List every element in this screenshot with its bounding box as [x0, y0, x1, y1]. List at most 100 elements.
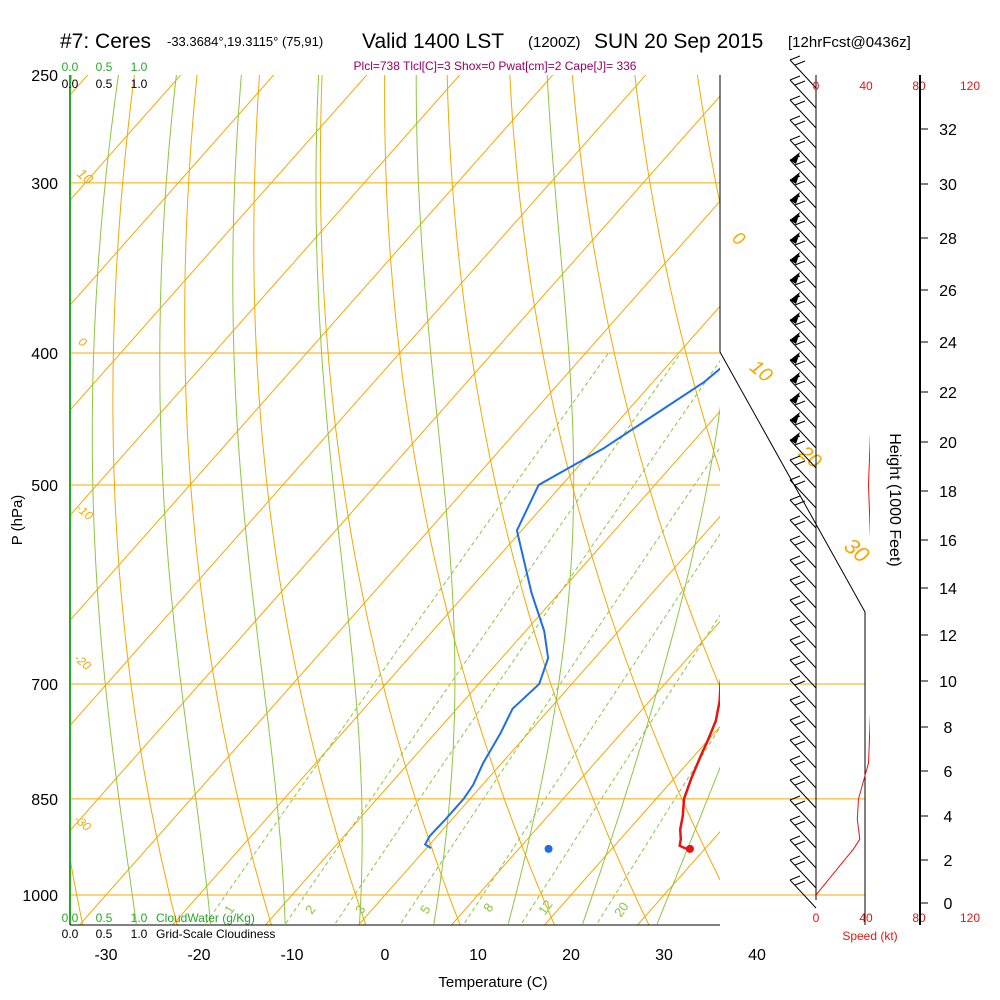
- isotherm: [810, 26, 1000, 941]
- wind-barb: [789, 192, 817, 229]
- forecast-info: [12hrFcst@0436z]: [788, 34, 911, 51]
- y-tick-label: 700: [31, 677, 58, 694]
- wind-barb-feather: [789, 675, 801, 681]
- wind-barb-pennant: [790, 412, 800, 424]
- cloudiness-tick-bottom: 1.0: [131, 927, 148, 941]
- wind-barb-feather: [794, 700, 806, 706]
- wind-barb-shaft: [789, 459, 817, 489]
- wind-barb-feather: [789, 695, 801, 701]
- x-tick-label: 30: [655, 947, 673, 964]
- moist-adiabat: [732, 75, 1000, 924]
- wind-barb-pennant: [790, 372, 800, 384]
- wind-barb: [789, 55, 817, 89]
- wind-barb-feather: [789, 635, 801, 641]
- wind-barb-feather: [794, 540, 806, 546]
- wind-barb-shaft: [789, 739, 817, 769]
- dry-adiabat: [446, 75, 650, 925]
- wind-barb-pennant: [790, 192, 800, 204]
- wind-barb-pennant: [790, 172, 800, 184]
- wind-barb-feather: [794, 740, 806, 746]
- wind-barb: [789, 352, 817, 389]
- wind-barb-feather: [789, 615, 801, 621]
- height-tick-label: 14: [939, 581, 957, 598]
- wind-barb-feather: [794, 320, 806, 326]
- x-tick-label: 10: [469, 947, 487, 964]
- wind-barb-shaft: [789, 879, 817, 909]
- dry-adiabat-label: -20: [71, 651, 94, 673]
- wind-barb-shaft: [789, 339, 817, 369]
- isotherm: [70, 95, 720, 832]
- mixing-ratio-line: [462, 533, 720, 925]
- dry-adiabat: [112, 75, 178, 925]
- wind-barb-shaft: [789, 639, 817, 669]
- wind-barb-pennant: [790, 272, 800, 284]
- y-axis-label: P (hPa): [9, 495, 26, 546]
- wind-barb-shaft: [789, 259, 817, 289]
- wind-barb-shaft: [789, 699, 817, 729]
- cloud-water-tick-top: 1.0: [131, 60, 148, 74]
- wind-barb-feather: [794, 200, 806, 206]
- wind-barb-feather: [789, 515, 801, 521]
- dry-adiabat-label: 10: [74, 165, 96, 187]
- dry-adiabat-label: -10: [73, 501, 96, 523]
- forecast-date: SUN 20 Sep 2015: [594, 30, 763, 53]
- wind-barb-feather: [794, 620, 806, 626]
- wind-barb: [789, 615, 817, 649]
- x-tick-label: 20: [562, 947, 580, 964]
- temperature-line: [678, 678, 720, 851]
- wind-barb-shaft: [789, 579, 817, 609]
- wind-barb: [789, 875, 817, 909]
- wind-barb-feather: [789, 815, 801, 821]
- isotherm: [70, 75, 275, 306]
- wind-barb-feather: [794, 480, 806, 486]
- height-tick-label: 22: [939, 385, 957, 402]
- dry-adiabat: [184, 75, 272, 925]
- cloud-water-tick-bottom: 0.5: [96, 911, 113, 925]
- wind-barb-shaft: [789, 379, 817, 409]
- dry-adiabat-label: -30: [71, 812, 94, 834]
- wind-barb-shaft: [789, 719, 817, 749]
- height-tick-label: 10: [939, 674, 957, 691]
- wind-barb-feather: [794, 420, 806, 426]
- height-tick-label: 6: [944, 764, 953, 781]
- wind-barb-shaft: [789, 799, 817, 829]
- wind-speed-tick-top: 40: [859, 79, 873, 93]
- wind-barb: [789, 135, 817, 169]
- cloud-water-tick-bottom: 0.0: [62, 911, 79, 925]
- wind-barb-feather: [789, 95, 801, 101]
- y-tick-label: 850: [31, 792, 58, 809]
- wind-barb-feather: [794, 400, 806, 406]
- wind-barb-feather: [794, 760, 806, 766]
- height-tick-label: 32: [939, 122, 957, 139]
- y-tick-label: 400: [31, 346, 58, 363]
- wind-barb-feather: [794, 440, 806, 446]
- wind-barb: [789, 372, 817, 409]
- x-tick-label: 40: [748, 947, 766, 964]
- wind-barb-pennant: [790, 232, 800, 244]
- moist-adiabat: [415, 75, 456, 924]
- wind-barb-pennant: [790, 312, 800, 324]
- wind-speed-axis-label: Speed (kt): [842, 929, 897, 943]
- wind-barb-shaft: [789, 399, 817, 429]
- height-tick-label: 4: [944, 809, 953, 826]
- wind-barb-feather: [794, 780, 806, 786]
- mixing-ratio-label: 5: [417, 902, 433, 917]
- moist-adiabat: [232, 75, 286, 924]
- mixing-ratio-line: [399, 446, 720, 925]
- height-tick-label: 28: [939, 231, 957, 248]
- isotherm: [70, 75, 368, 412]
- wind-speed-profile: [815, 432, 870, 896]
- wind-speed-tick-bottom: 40: [859, 911, 873, 925]
- wind-barb-feather: [794, 880, 806, 886]
- dry-adiabat: [319, 75, 461, 925]
- wind-barb-shaft: [789, 659, 817, 689]
- height-tick-label: 0: [944, 896, 953, 913]
- wind-speed-line: [815, 432, 870, 896]
- dry-adiabat-label: 0: [76, 334, 90, 349]
- wind-barb-feather: [789, 475, 801, 481]
- wind-barb-feather: [794, 520, 806, 526]
- wind-barb-shaft: [789, 99, 817, 129]
- height-tick-label: 12: [939, 628, 957, 645]
- isotherm: [543, 725, 720, 925]
